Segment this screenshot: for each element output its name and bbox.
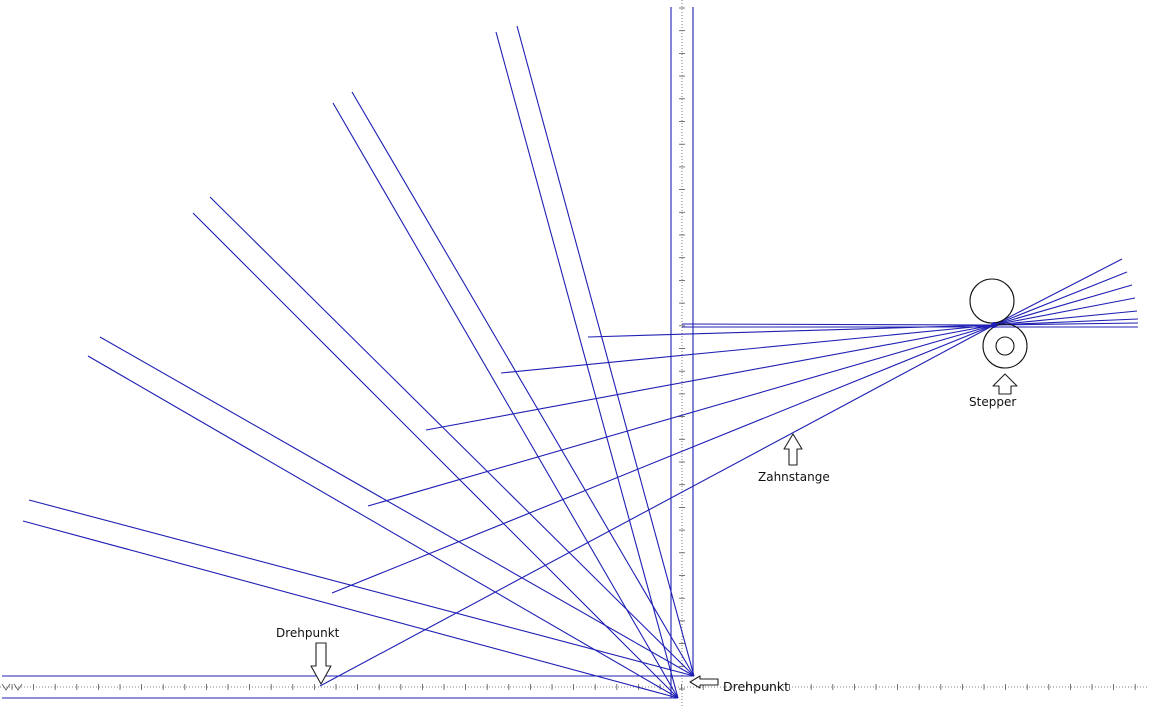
stepper-label: Stepper [969,395,1016,409]
upper-roller-icon [969,278,1015,324]
gear-circle-icon [982,323,1028,369]
pivot-left-label: Drehpunkt [276,626,340,640]
arm-60-edge-a [351,91,695,677]
labels: Drehpunkt Drehpunkt Zahnstange Stepper [276,395,1016,694]
rack-tail-2 [993,284,1133,326]
stepper-shaft-icon [995,336,1015,356]
arm-30-edge-a [99,336,695,677]
rack-positions [319,258,1139,687]
arm-45-edge-a [209,196,695,677]
rack-tail-4 [993,310,1138,326]
arm-60-edge-b [332,102,679,699]
arm-positions [2,7,695,699]
pivot-corner-arrow-icon [689,675,719,689]
arm-45-edge-b [192,212,679,699]
arm-75-edge-a [516,25,695,677]
rack-tail-0 [993,258,1123,326]
arm-15-edge-b [22,520,679,699]
rack-tail-5 [993,318,1139,326]
pivot-left-arrow-icon [310,642,332,685]
rack-tail-6 [993,322,1139,326]
pivot-corner-label: Drehpunkt [723,679,789,694]
annotation-arrows [310,373,1018,689]
rack-line-2 [367,324,995,507]
rack-tail-1 [993,271,1128,326]
rack-line-0 [319,324,995,687]
stepper-arrow-icon [992,373,1018,395]
rack-line-6 [681,323,995,326]
stepper-assembly [969,278,1028,369]
origin-marker-icon [1,683,23,691]
rack-line-3 [425,324,995,431]
arm-30-edge-b [87,355,679,699]
horizontal-axis-ticks [11,684,1136,690]
rack-line-1 [331,324,995,594]
rack-line-4 [500,324,995,374]
rack-arrow-icon [783,433,803,466]
rack-label: Zahnstange [758,470,830,484]
vertical-axis-ticks [679,7,685,690]
rack-tail-3 [993,297,1136,326]
arm-15-edge-a [28,499,695,677]
contact-point [991,322,997,328]
